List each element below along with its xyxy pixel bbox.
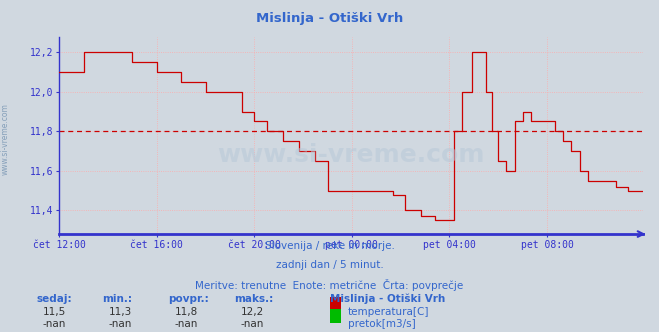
Text: sedaj:: sedaj:	[36, 294, 72, 304]
Text: Slovenija / reke in morje.: Slovenija / reke in morje.	[264, 241, 395, 251]
Text: min.:: min.:	[102, 294, 132, 304]
Text: 12,2: 12,2	[241, 307, 264, 317]
Text: -nan: -nan	[241, 319, 264, 329]
Text: 11,5: 11,5	[43, 307, 66, 317]
Text: maks.:: maks.:	[234, 294, 273, 304]
Text: www.si-vreme.com: www.si-vreme.com	[217, 143, 484, 167]
Text: -nan: -nan	[109, 319, 132, 329]
Text: zadnji dan / 5 minut.: zadnji dan / 5 minut.	[275, 260, 384, 270]
Text: temperatura[C]: temperatura[C]	[348, 307, 430, 317]
Text: 11,8: 11,8	[175, 307, 198, 317]
Text: 11,3: 11,3	[109, 307, 132, 317]
Text: www.si-vreme.com: www.si-vreme.com	[1, 104, 10, 175]
Text: pretok[m3/s]: pretok[m3/s]	[348, 319, 416, 329]
Text: -nan: -nan	[175, 319, 198, 329]
Text: povpr.:: povpr.:	[168, 294, 209, 304]
Text: Mislinja - Otiški Vrh: Mislinja - Otiški Vrh	[330, 294, 445, 304]
Text: Mislinja - Otiški Vrh: Mislinja - Otiški Vrh	[256, 12, 403, 25]
Text: Meritve: trenutne  Enote: metrične  Črta: povprečje: Meritve: trenutne Enote: metrične Črta: …	[195, 279, 464, 291]
Text: -nan: -nan	[43, 319, 66, 329]
